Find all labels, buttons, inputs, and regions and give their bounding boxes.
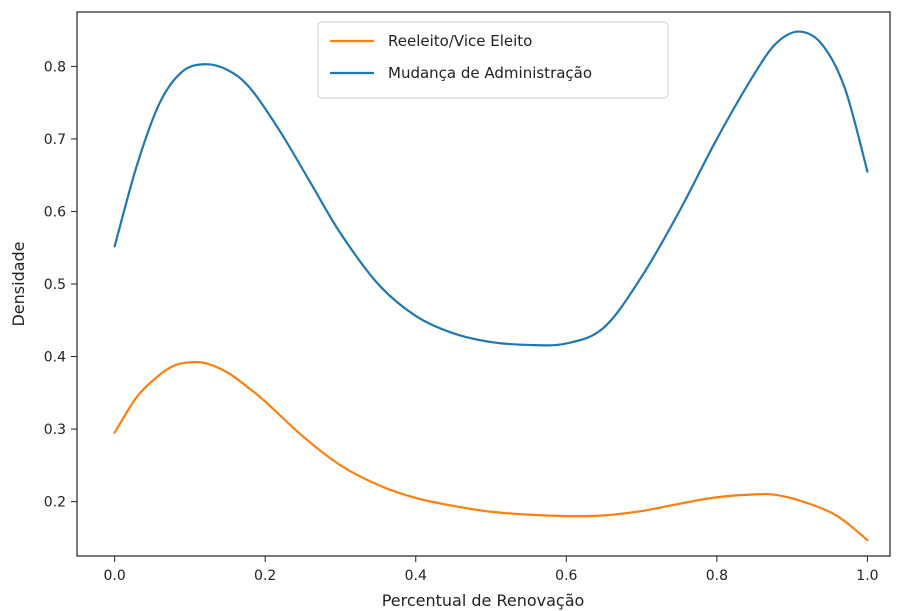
y-tick-label: 0.6 [44,204,66,220]
x-tick-label: 0.0 [104,568,126,584]
x-tick-label: 0.8 [706,568,728,584]
y-tick-label: 0.3 [44,422,66,438]
y-tick-label: 0.8 [44,59,66,75]
legend: Reeleito/Vice Eleito Mudança de Administ… [317,21,669,99]
x-axis-ticks: 0.0 0.2 0.4 0.6 0.8 1.0 [104,556,879,584]
series-line-mudanca [113,30,869,347]
y-tick-label: 0.5 [44,277,66,293]
legend-label-reeleito: Reeleito/Vice Eleito [388,32,532,50]
x-tick-label: 0.6 [555,568,577,584]
legend-box [317,21,669,99]
x-tick-label: 0.4 [405,568,427,584]
y-axis-ticks: 0.2 0.3 0.4 0.5 0.6 0.7 0.8 [44,59,77,511]
x-axis-label: Percentual de Renovação [382,591,585,610]
legend-label-mudanca: Mudança de Administração [388,64,592,82]
series-lines [113,30,869,542]
x-tick-label: 0.2 [254,568,276,584]
y-tick-label: 0.7 [44,132,66,148]
x-tick-label: 1.0 [856,568,878,584]
y-tick-label: 0.2 [44,495,66,511]
y-tick-label: 0.4 [44,350,66,366]
series-line-reeleito [113,360,869,542]
y-axis-label: Densidade [9,241,28,326]
